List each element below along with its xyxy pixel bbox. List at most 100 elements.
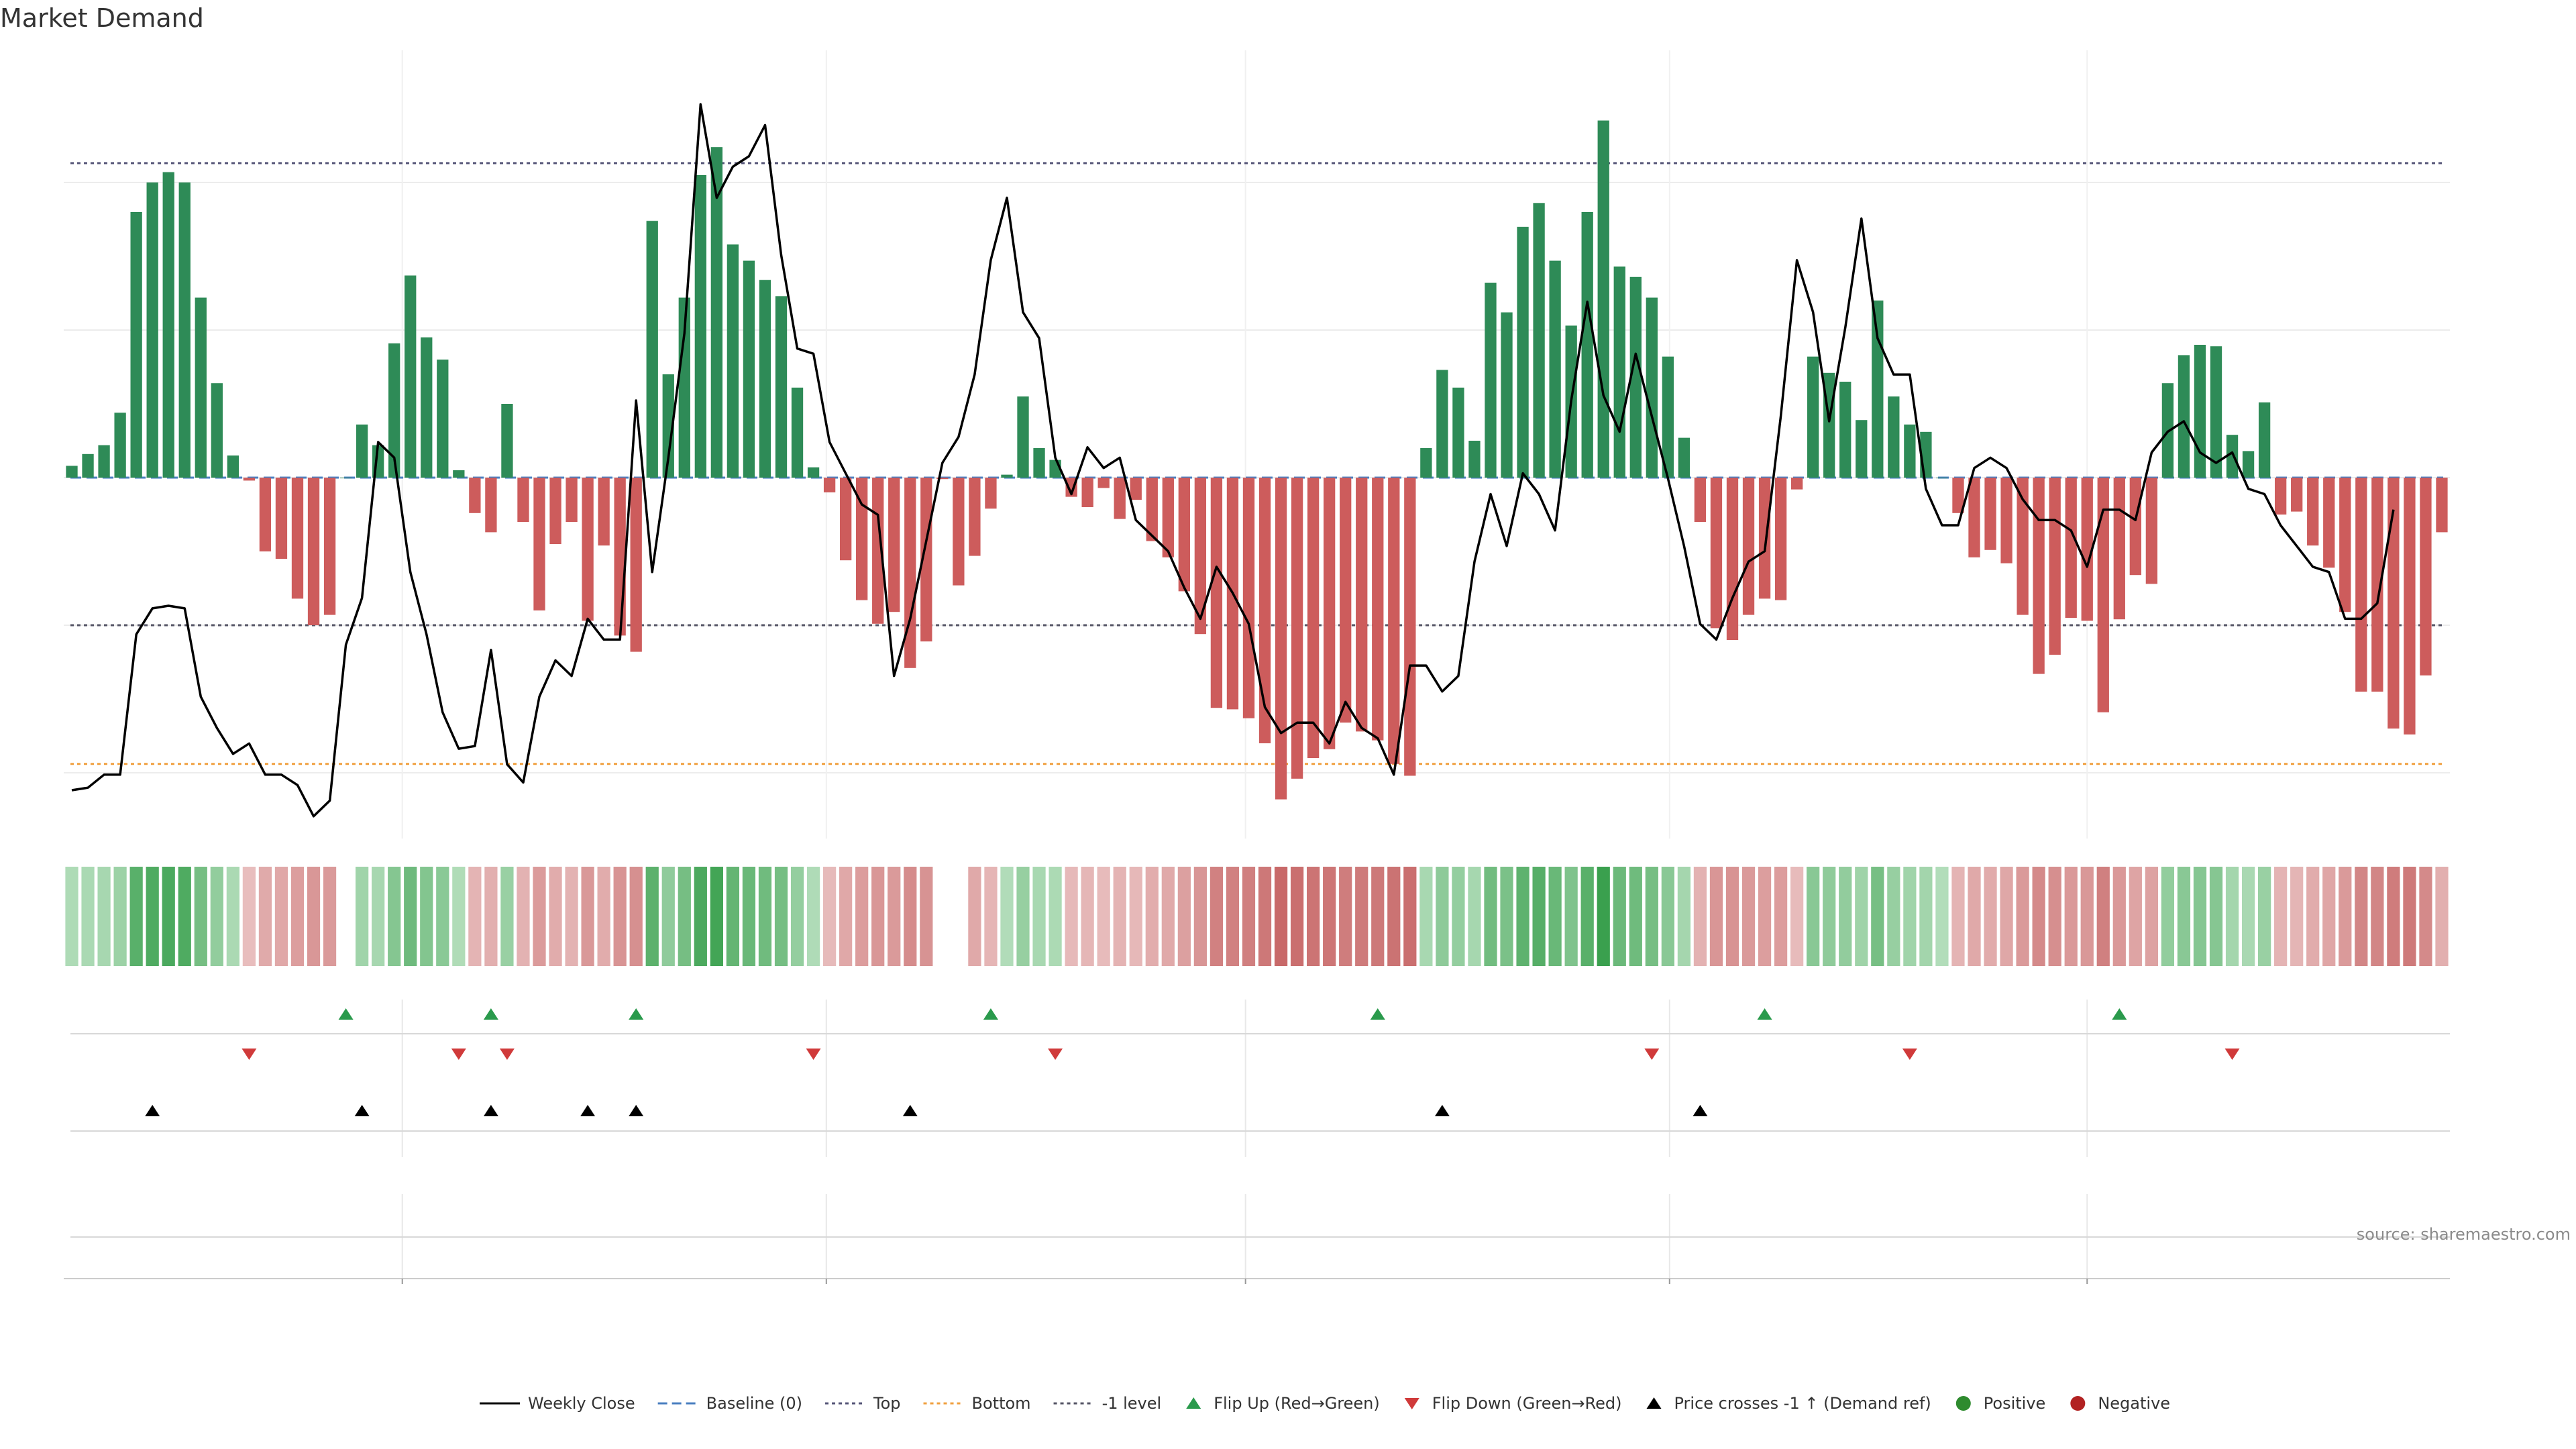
demand-bar [356,424,368,478]
heat-cell [1807,867,1820,966]
demand-bar [1758,478,1771,599]
demand-bar [1307,478,1320,758]
demand-bar [2033,478,2045,674]
heat-cell [1709,867,1723,966]
legend-label: Bottom [972,1394,1031,1413]
heat-cell [2048,867,2061,966]
heat-cell [372,867,385,966]
demand-bar [1904,424,1916,478]
demand-bar [694,175,706,478]
demand-bar [582,478,594,621]
heat-cell [2225,867,2239,966]
heat-cell [1645,867,1658,966]
heat-cell [468,867,482,966]
demand-bar [1533,203,1545,478]
demand-bars [66,120,2448,800]
heat-cell [920,867,933,966]
demand-bar [1742,478,1755,615]
demand-bar [1178,478,1191,592]
demand-bar [1872,301,1884,478]
demand-bar [1613,266,1625,478]
demand-bar [533,478,545,610]
heat-cell [1436,867,1449,966]
demand-bar [2210,346,2222,478]
legend-swatch-circle [1955,1396,1971,1411]
heat-cell [1161,867,1175,966]
demand-bar [1258,478,1271,743]
demand-bar [807,467,820,478]
heat-cell [1677,867,1691,966]
heat-cell [500,867,514,966]
legend-swatch-circle [2070,1396,2086,1411]
demand-bar [549,478,561,544]
demand-bar [2081,478,2093,621]
demand-bar [485,478,497,533]
heat-cell [1484,867,1497,966]
demand-bar [405,275,417,478]
demand-bar [936,478,949,480]
legend-swatch-triangle [1186,1397,1201,1409]
heat-cell [1500,867,1513,966]
heat-cell [388,867,401,966]
demand-bar [1340,478,1352,723]
legend-label: Positive [1984,1394,2046,1413]
heat-cell [2193,867,2207,966]
heat-cell [2419,867,2432,966]
demand-bar [662,374,674,478]
heat-cell [1371,867,1385,966]
demand-bar [2404,478,2416,735]
heat-cell [888,867,901,966]
legend-item: Top [825,1394,901,1413]
demand-bar [1501,312,1513,478]
demand-bar [1856,420,1868,478]
heat-cell [1968,867,1981,966]
flip-down-marker [2224,1049,2240,1060]
heat-cell [629,867,643,966]
demand-bar [421,337,433,478]
heat-cell [1629,867,1642,966]
heat-cell [1403,867,1417,966]
price-cross-marker [145,1105,160,1116]
demand-bar [1968,478,1980,557]
legend-item: -1 level [1053,1394,1161,1413]
heat-cell [2112,867,2126,966]
heat-cell [1564,867,1578,966]
heat-cell [1145,867,1159,966]
demand-bar [2323,478,2335,568]
heat-cell [274,867,288,966]
legend-item: Price crosses -1 ↑ (Demand ref) [1646,1394,1931,1413]
demand-bar [1726,478,1739,640]
heat-cell [1081,867,1094,966]
demand-bar [1694,478,1707,522]
demand-bar [469,478,481,513]
heat-cell [2387,867,2400,966]
demand-bar [2017,478,2029,615]
heat-cell [2257,867,2271,966]
demand-bar [2436,478,2448,533]
price-cross-marker [354,1105,370,1116]
heat-cell [822,867,837,966]
heat-cell [645,867,659,966]
heat-cell [1129,867,1142,966]
heat-cell [1452,867,1465,966]
demand-bar [2000,478,2012,564]
heat-cell [1693,867,1707,966]
demand-bar [1888,396,1900,478]
demand-bar [1275,478,1287,800]
demand-bar [1662,356,1674,478]
heat-cell [1855,867,1868,966]
heat-cell [2274,867,2288,966]
flip-down-marker [1644,1049,1660,1060]
demand-bar [453,470,465,478]
demand-bar [98,445,110,478]
heat-cell [2435,867,2449,966]
demand-bar [1291,478,1303,779]
heat-cell [871,867,885,966]
demand-bar [2129,478,2141,576]
demand-bar [388,343,400,478]
legend: Weekly Close Baseline (0) Top Bottom -1 leve… [480,1394,2170,1413]
weekly-close-line [71,103,2395,818]
heat-cell [1307,867,1320,966]
demand-bar [1146,478,1158,541]
demand-bar [2355,478,2367,692]
